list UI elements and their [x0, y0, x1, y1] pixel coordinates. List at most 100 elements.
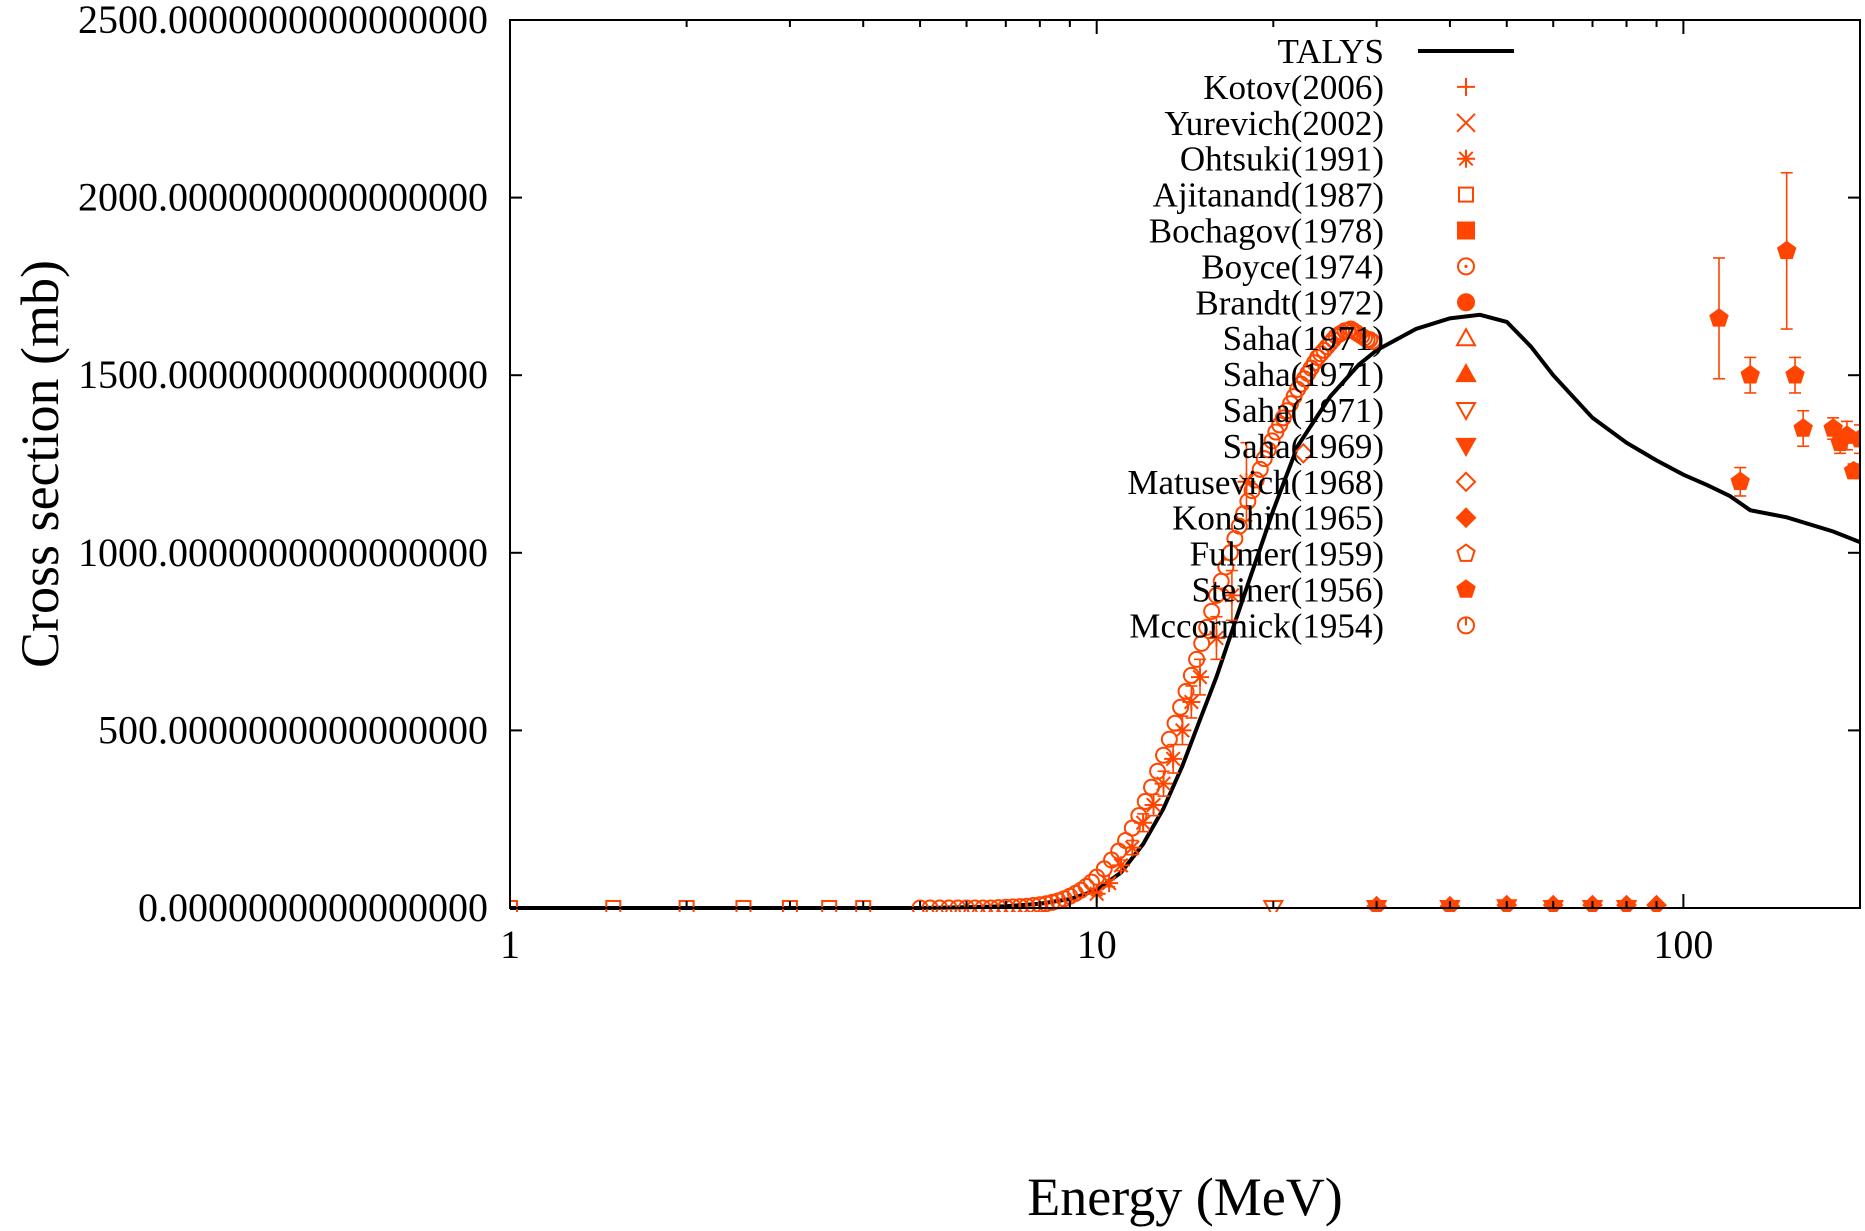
legend-entry: Konshin(1965)	[1172, 499, 1477, 538]
data-point-series-16	[1239, 492, 1257, 510]
legend-marker	[1456, 579, 1476, 598]
legend-label: Fulmer(1959)	[1190, 535, 1384, 574]
data-point-series-16	[1149, 762, 1167, 780]
legend: TALYSKotov(2006)Yurevich(2002)Ohtsuki(19…	[1127, 32, 1514, 645]
data-point-series-16	[1072, 881, 1090, 899]
data-point-series-16	[1361, 331, 1379, 349]
talys-line	[510, 312, 1860, 910]
x-tick-label: 1	[500, 922, 520, 967]
legend-label: Mccormick(1954)	[1129, 606, 1384, 645]
legend-label: Brandt(1972)	[1195, 283, 1384, 322]
data-point-series-16	[1188, 650, 1206, 668]
data-point-series-16	[1083, 873, 1101, 891]
data-point-series-16	[1172, 698, 1190, 716]
y-tick-label: 1500.0000000000000000	[78, 352, 488, 397]
legend-label: Konshin(1965)	[1172, 499, 1384, 538]
legend-entry: Fulmer(1959)	[1190, 535, 1476, 574]
legend-marker	[1457, 149, 1475, 168]
legend-label: Saha(1971)	[1223, 391, 1384, 430]
legend-label: Kotov(2006)	[1203, 68, 1384, 107]
y-tick-label: 2000.0000000000000000	[78, 175, 488, 220]
data-point-series-3	[1144, 795, 1163, 814]
y-tick-label: 0.0000000000000000	[138, 885, 488, 930]
legend-entry: Yurevich(2002)	[1164, 104, 1476, 143]
data-point-series-15	[1850, 428, 1860, 448]
legend-marker	[1457, 616, 1475, 635]
legend-label: Ohtsuki(1991)	[1180, 140, 1384, 179]
legend-marker	[1455, 437, 1477, 457]
legend-marker	[1455, 402, 1477, 422]
legend-label: TALYS	[1278, 32, 1384, 71]
data-point-series-16	[1160, 730, 1178, 748]
data-point-series-16	[1166, 714, 1184, 732]
data-point-series-16	[1263, 432, 1281, 450]
data-point-series-16	[1031, 896, 1049, 912]
x-tick-label: 10	[1077, 922, 1117, 967]
legend-label: Saha(1971)	[1223, 355, 1384, 394]
legend-marker	[1455, 471, 1477, 493]
legend-entry: Saha(1971)	[1223, 391, 1477, 430]
data-point-series-15	[1740, 364, 1760, 384]
legend-label: Matusevich(1968)	[1127, 463, 1384, 502]
data-point-series-16	[1182, 666, 1200, 684]
data-point-series-3	[1222, 586, 1241, 605]
plot-frame	[509, 19, 1861, 909]
data-point-series-3	[1111, 856, 1130, 875]
legend-marker	[1455, 327, 1477, 347]
data-point-series-16	[1077, 877, 1095, 895]
data-point-series-15	[1709, 308, 1729, 327]
legend-entry: Boyce(1974)	[1201, 247, 1475, 286]
data-point-series-16	[1203, 602, 1221, 620]
data-point-series-16	[1198, 618, 1216, 636]
y-tick-label: 500.0000000000000000	[98, 707, 488, 752]
legend-entry: Saha(1969)	[1223, 427, 1477, 466]
legend-marker	[1456, 113, 1476, 133]
data-point-series-16	[1155, 746, 1173, 764]
legend-entry: TALYS	[1278, 32, 1514, 71]
x-tick-label: 100	[1653, 922, 1713, 967]
y-tick-label: 1000.0000000000000000	[78, 530, 488, 575]
data-point-series-16	[1251, 460, 1269, 478]
legend-entry: Kotov(2006)	[1203, 68, 1475, 107]
data-point-series-3	[1164, 749, 1183, 768]
data-point-series-16	[1363, 332, 1381, 350]
legend-marker	[1457, 257, 1475, 276]
data-point-series-16	[1043, 893, 1061, 911]
legend-marker	[1455, 363, 1477, 383]
data-point-series-16	[1024, 897, 1042, 912]
legend-entry: Ajitanand(1987)	[1153, 176, 1474, 215]
y-tick-label: 2500.0000000000000000	[78, 0, 488, 42]
legend-marker	[1455, 507, 1477, 529]
y-axis-title: Cross section (mb)	[10, 260, 70, 668]
legend-entry: Mccormick(1954)	[1129, 606, 1475, 645]
legend-entry: Saha(1971)	[1223, 319, 1477, 358]
data-point-series-16	[1136, 792, 1154, 810]
data-point-series-16	[1143, 778, 1161, 796]
data-point-series-16	[1130, 807, 1148, 825]
axes-layer: 0.0000000000000000 500.0000000000000000 10…	[78, 0, 1861, 967]
legend-marker	[1457, 77, 1475, 96]
legend-label: Yurevich(2002)	[1164, 104, 1384, 143]
data-point-series-16	[1177, 682, 1195, 700]
legend-label: Saha(1969)	[1223, 427, 1384, 466]
legend-entry: Saha(1971)	[1223, 355, 1477, 394]
data-point-series-15	[1843, 460, 1860, 480]
data-point-series-16	[1037, 895, 1055, 912]
data-point-series-15	[1730, 471, 1750, 491]
legend-marker	[1457, 221, 1475, 240]
legend-entry: Matusevich(1968)	[1127, 463, 1477, 502]
legend-entry: Steiner(1956)	[1192, 571, 1476, 610]
data-point-series-12	[1292, 442, 1314, 464]
x-axis-title: Energy (MeV)	[1027, 1167, 1342, 1227]
legend-label: Boyce(1974)	[1201, 247, 1384, 286]
data-point-series-16	[1193, 634, 1211, 652]
legend-marker	[1458, 186, 1474, 203]
data-point-series-16	[1259, 441, 1277, 459]
data-point-series-16	[1011, 898, 1029, 912]
legend-label: Steiner(1956)	[1192, 571, 1384, 610]
data-point-series-15	[1785, 364, 1805, 384]
data-point-series-16	[1018, 897, 1036, 912]
data-point-series-15	[1793, 418, 1813, 437]
data-point-series-15	[1776, 240, 1797, 260]
